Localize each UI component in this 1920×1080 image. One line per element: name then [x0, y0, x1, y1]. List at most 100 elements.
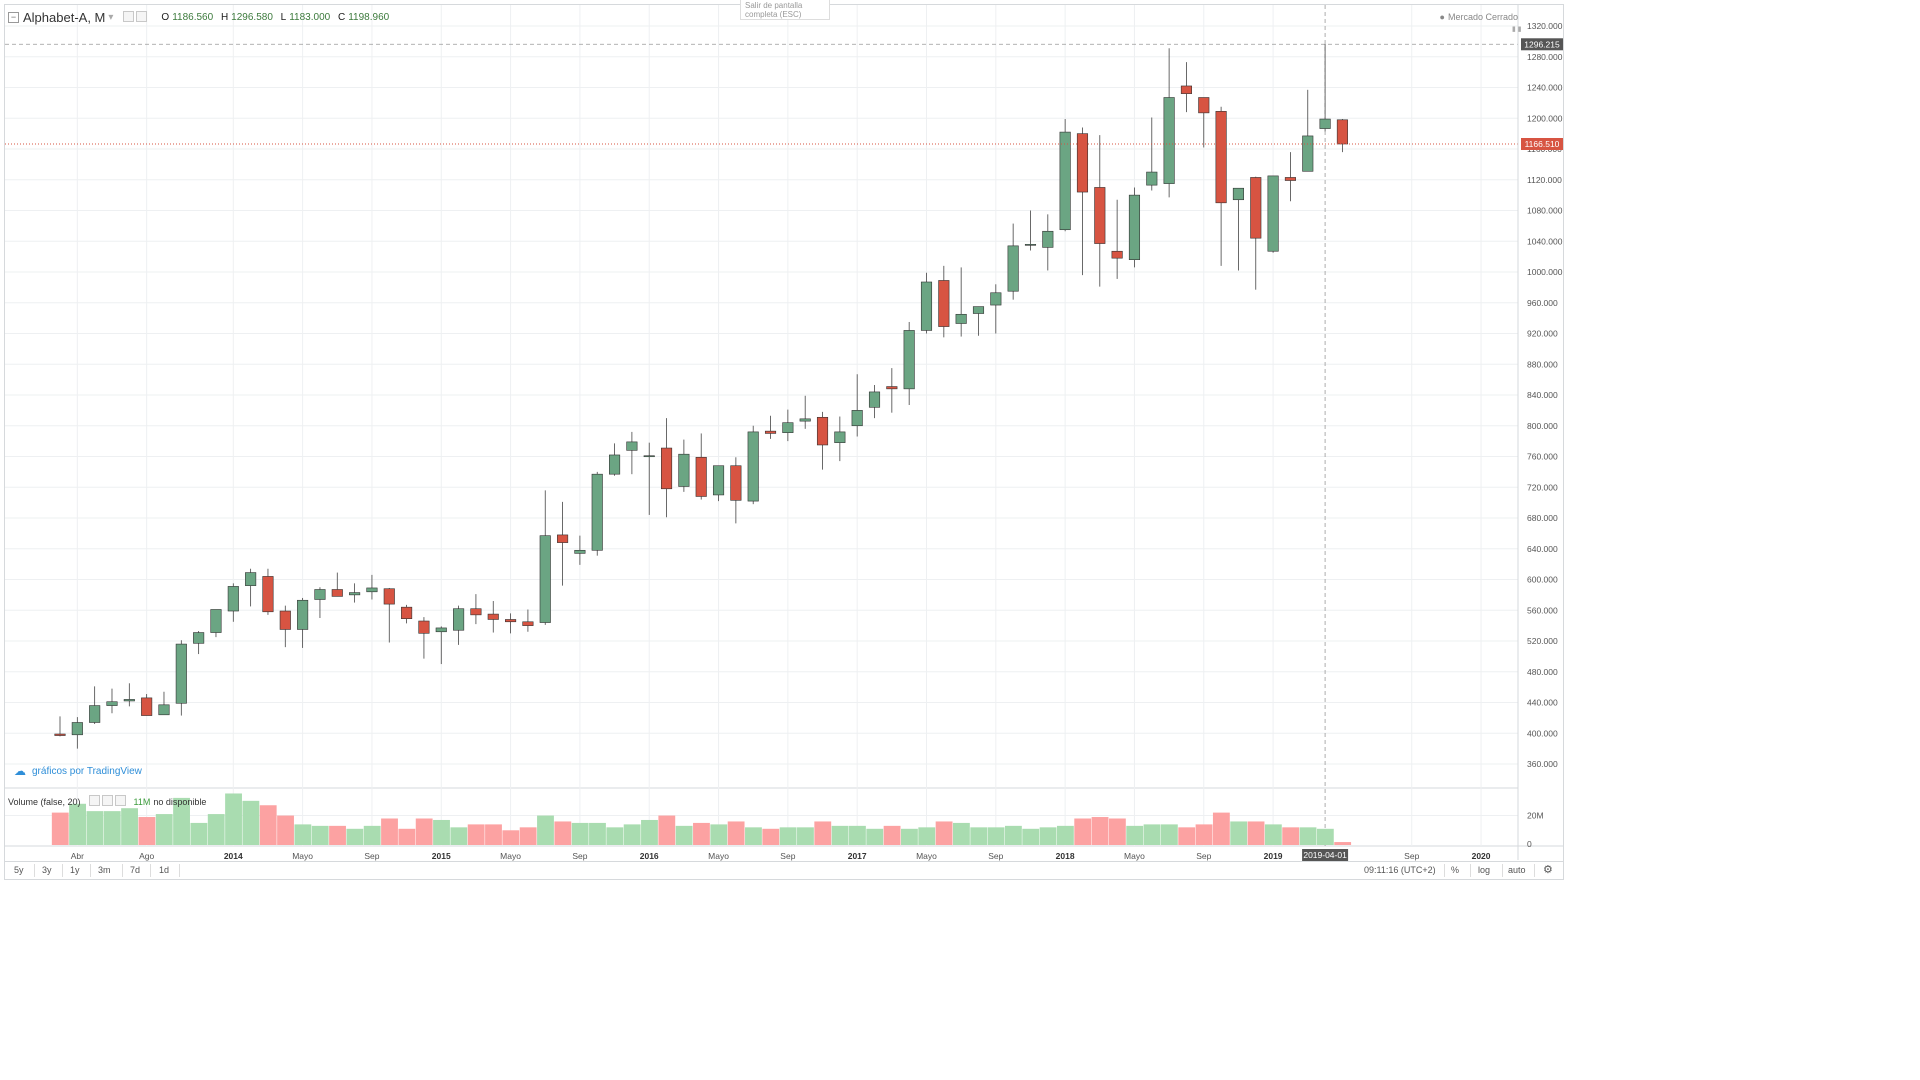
- volume-bar: [207, 814, 225, 845]
- range-1d[interactable]: 1d: [159, 865, 170, 875]
- price-tick-label: 1280.000: [1527, 52, 1563, 62]
- pane-control-icons[interactable]: ▮ ▮: [1512, 26, 1522, 33]
- eye-icon[interactable]: [88, 795, 100, 806]
- price-tick-label: 520.000: [1527, 636, 1558, 646]
- volume-bar: [277, 815, 294, 845]
- volume-bar: [51, 812, 69, 845]
- candle-body: [470, 608, 482, 616]
- settings-small-icon[interactable]: [136, 11, 148, 22]
- close-icon[interactable]: [114, 795, 126, 806]
- volume-bar: [138, 817, 156, 845]
- candle-body: [1267, 175, 1279, 252]
- price-tick-label: 840.000: [1527, 390, 1558, 400]
- volume-bar: [866, 828, 884, 845]
- price-tick-label: 680.000: [1527, 513, 1558, 523]
- price-axis: 1320.0001280.0001240.0001200.0001160.000…: [1517, 4, 1563, 860]
- volume-bar: [918, 827, 936, 845]
- volume-bar: [86, 811, 104, 845]
- volume-bar: [571, 822, 589, 845]
- volume-bar: [1212, 812, 1230, 845]
- time-tick-label: 2015: [432, 851, 451, 861]
- candle-body: [175, 643, 187, 704]
- volume-bar: [155, 814, 173, 845]
- volume-bar: [450, 827, 468, 845]
- candle-body: [89, 705, 101, 723]
- range-3y[interactable]: 3y: [42, 865, 52, 875]
- divider: [34, 864, 35, 877]
- time-tick-label: 2016: [640, 851, 659, 861]
- candle-body: [401, 606, 413, 620]
- range-5y[interactable]: 5y: [14, 865, 24, 875]
- price-tick-label: 800.000: [1527, 421, 1558, 431]
- auto-toggle[interactable]: auto: [1508, 865, 1526, 875]
- candle-body: [1232, 187, 1244, 201]
- header-buttons: [121, 10, 148, 25]
- price-tick-label: 400.000: [1527, 728, 1558, 738]
- volume-bar: [1247, 821, 1265, 845]
- volume-bar: [415, 818, 433, 845]
- logo-text: gráficos por TradingView: [32, 765, 142, 777]
- price-tick-label: 1120.000: [1527, 175, 1562, 185]
- settings-small-icon[interactable]: [101, 795, 113, 806]
- tradingview-logo[interactable]: ☁ gráficos por TradingView: [14, 764, 142, 778]
- candle-body: [712, 465, 725, 496]
- volume-bar: [502, 830, 520, 845]
- divider: [1470, 864, 1471, 877]
- high-value: 1296.580: [231, 12, 273, 23]
- vol-tick-label: 0: [1527, 839, 1532, 849]
- candle-body: [747, 431, 759, 502]
- price-tick-label: 920.000: [1527, 329, 1558, 339]
- price-tick-label: 440.000: [1527, 698, 1558, 708]
- volume-bar: [849, 825, 866, 845]
- volume-bar: [1264, 824, 1282, 845]
- candle-body: [938, 280, 950, 327]
- low-value: 1183.000: [289, 12, 331, 23]
- market-status-text: Mercado Cerrado: [1447, 12, 1518, 22]
- symbol-title[interactable]: Alphabet-A, M: [23, 10, 106, 25]
- divider: [179, 864, 180, 877]
- volume-bar: [537, 815, 554, 845]
- candle-body: [591, 473, 603, 551]
- volume-unavailable: no disponible: [153, 796, 207, 807]
- log-toggle[interactable]: log: [1478, 865, 1491, 875]
- range-7d[interactable]: 7d: [130, 865, 141, 875]
- candle-body: [764, 430, 777, 434]
- collapse-icon[interactable]: −: [8, 12, 19, 23]
- candle-body: [799, 418, 811, 422]
- candles: [54, 44, 1348, 749]
- price-chart[interactable]: 1320.0001280.0001240.0001200.0001160.000…: [0, 0, 1568, 884]
- volume-bar: [329, 825, 346, 845]
- volume-bar: [242, 800, 260, 845]
- volume-bar: [1091, 817, 1109, 845]
- volume-bar: [797, 827, 814, 845]
- time-tick-label: 2018: [1056, 851, 1075, 861]
- candle-body: [141, 697, 153, 716]
- range-3m[interactable]: 3m: [98, 865, 111, 875]
- candle-body: [158, 704, 170, 716]
- range-1y[interactable]: 1y: [70, 865, 80, 875]
- volume-bar: [658, 815, 676, 845]
- volume-bar: [901, 828, 918, 845]
- candle-body: [1024, 244, 1037, 246]
- time-tick-label: Sep: [780, 851, 795, 861]
- candle-body: [834, 431, 846, 443]
- high-label: H: [220, 12, 229, 23]
- volume-bar: [294, 824, 312, 845]
- chevron-down-icon[interactable]: ▾: [108, 12, 114, 23]
- candle-body: [435, 627, 447, 633]
- percent-toggle[interactable]: %: [1451, 865, 1460, 875]
- gear-icon[interactable]: ⚙: [1543, 864, 1553, 876]
- volume-bar: [225, 793, 242, 845]
- candle-body: [1198, 97, 1210, 114]
- candle-body: [903, 330, 915, 390]
- time-axis: Abr Ago 2014 Mayo Sep 2015 Mayo Sep 2016 Mayo Sep 2…: [71, 851, 1491, 861]
- volume-bar: [1160, 824, 1178, 845]
- candle-body: [1319, 118, 1331, 129]
- volume-bar: [467, 824, 485, 845]
- divider: [62, 864, 63, 877]
- volume-bar: [935, 821, 953, 845]
- eye-icon[interactable]: [123, 11, 135, 22]
- candle-body: [1250, 177, 1262, 239]
- close-value: 1198.960: [348, 12, 390, 23]
